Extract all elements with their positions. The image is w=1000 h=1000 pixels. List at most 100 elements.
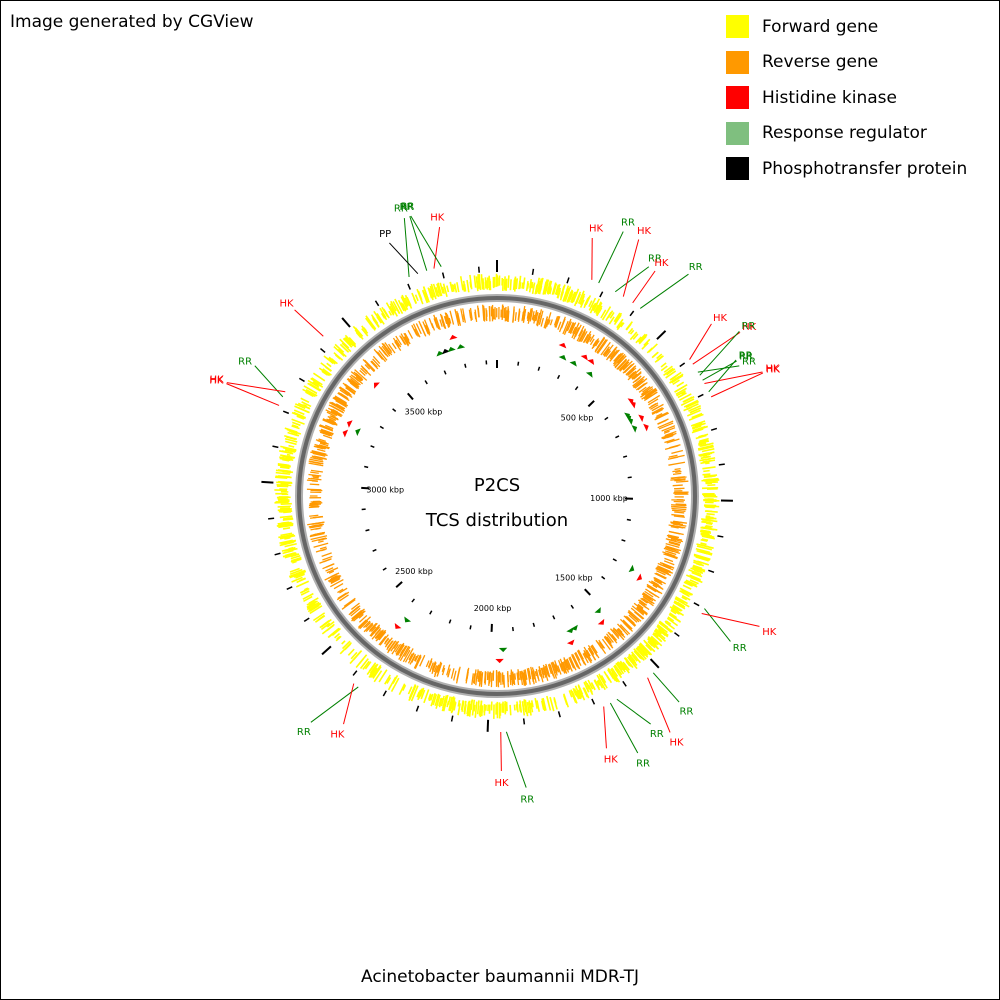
reverse-gene-mark <box>671 476 687 480</box>
reverse-gene-mark <box>423 324 429 334</box>
forward-gene-mark <box>682 592 690 598</box>
reverse-gene-mark <box>350 371 363 382</box>
reverse-gene-mark <box>413 328 420 337</box>
reverse-gene-mark <box>627 367 637 377</box>
forward-gene-mark <box>301 401 312 408</box>
forward-gene-mark <box>310 377 321 385</box>
callout-label: HK <box>589 224 604 235</box>
reverse-gene-mark <box>338 399 347 405</box>
forward-gene-mark <box>695 556 709 562</box>
tcs-feature-marker <box>585 371 593 378</box>
forward-gene-mark <box>629 331 638 341</box>
outer-scale-tick <box>374 300 380 307</box>
inner-scale-tick <box>604 416 609 421</box>
reverse-gene-mark <box>358 613 364 619</box>
tick-label: 3000 kbp <box>366 485 404 494</box>
forward-gene-mark <box>519 700 523 713</box>
callout-label: RR <box>741 321 755 332</box>
forward-gene-mark <box>537 280 541 293</box>
outer-scale-tick <box>415 705 420 712</box>
reverse-gene-mark <box>658 422 674 430</box>
forward-gene-mark <box>390 307 395 313</box>
forward-gene-mark <box>692 564 703 570</box>
reverse-gene-mark <box>319 424 331 430</box>
reverse-gene-mark <box>667 534 680 539</box>
forward-gene-mark <box>432 694 438 706</box>
reverse-gene-mark <box>671 506 687 509</box>
reverse-gene-mark <box>415 323 422 335</box>
forward-gene-mark <box>654 629 666 640</box>
reverse-gene-mark <box>667 549 674 553</box>
forward-gene-mark <box>636 647 646 657</box>
reverse-gene-mark <box>505 310 508 321</box>
forward-gene-mark <box>587 679 594 690</box>
callout-line <box>389 242 419 275</box>
reverse-gene-mark <box>653 579 663 586</box>
reverse-gene-mark <box>575 651 581 661</box>
forward-gene-mark <box>625 660 631 667</box>
reverse-gene-mark <box>668 540 681 546</box>
forward-gene-mark <box>700 455 711 460</box>
forward-gene-mark <box>387 676 397 691</box>
forward-gene-mark <box>303 595 313 603</box>
reverse-gene-mark <box>655 411 669 419</box>
reverse-gene-mark <box>322 419 335 426</box>
forward-gene-mark <box>689 579 699 585</box>
forward-gene-mark <box>473 275 477 288</box>
forward-gene-mark <box>588 300 593 308</box>
reverse-gene-mark <box>350 607 361 617</box>
forward-gene-mark <box>322 368 332 376</box>
reverse-gene-mark <box>318 425 334 432</box>
reverse-gene-mark <box>311 521 325 525</box>
reverse-gene-mark <box>323 429 334 435</box>
reverse-gene-mark <box>644 387 657 397</box>
forward-gene-mark <box>289 568 303 575</box>
reverse-gene-mark <box>504 306 507 322</box>
reverse-gene-mark <box>471 673 474 685</box>
forward-gene-mark <box>372 666 382 679</box>
reverse-gene-mark <box>378 345 387 356</box>
reverse-gene-mark <box>631 373 638 379</box>
legend-item-phosphotransfer-protein: Phosphotransfer protein <box>726 151 967 187</box>
forward-gene-mark <box>699 550 707 554</box>
forward-gene-mark <box>385 302 395 316</box>
callout-line <box>702 360 737 381</box>
forward-gene-mark <box>692 566 700 570</box>
reverse-gene-mark <box>394 341 402 352</box>
reverse-gene-mark <box>636 606 643 613</box>
forward-gene-mark <box>534 697 538 709</box>
reverse-gene-mark <box>542 667 547 678</box>
forward-gene-mark <box>281 450 293 454</box>
gene-tracks <box>274 273 720 719</box>
reverse-gene-mark <box>592 340 599 349</box>
forward-gene-mark <box>623 662 630 671</box>
forward-gene-mark <box>698 433 709 438</box>
reverse-gene-mark <box>349 606 360 615</box>
reverse-gene-mark <box>589 338 595 346</box>
reverse-gene-mark <box>309 514 319 517</box>
reverse-gene-mark <box>663 430 670 434</box>
legend: Forward gene Reverse gene Histidine kina… <box>726 9 967 187</box>
reverse-gene-mark <box>619 624 631 635</box>
reverse-gene-mark <box>483 307 486 321</box>
forward-gene-mark <box>291 556 302 562</box>
reverse-gene-mark <box>530 666 535 685</box>
forward-gene-mark <box>435 694 441 709</box>
reverse-gene-mark <box>395 335 402 346</box>
reverse-gene-mark <box>651 407 663 414</box>
inner-scale-tick <box>464 363 467 368</box>
reverse-gene-mark <box>650 404 659 410</box>
tcs-feature-marker <box>594 607 601 614</box>
forward-gene-mark <box>627 327 634 334</box>
forward-gene-mark <box>679 393 692 401</box>
forward-gene-mark <box>544 279 550 295</box>
tcs-feature-marker <box>498 647 508 653</box>
forward-gene-mark <box>398 683 406 696</box>
forward-gene-mark <box>699 437 709 442</box>
callout-label: PP <box>379 229 391 240</box>
forward-gene-mark <box>589 302 597 314</box>
reverse-gene-mark <box>654 412 670 421</box>
forward-gene-mark <box>554 284 560 295</box>
forward-gene-mark <box>276 485 289 488</box>
forward-gene-mark <box>574 685 582 700</box>
